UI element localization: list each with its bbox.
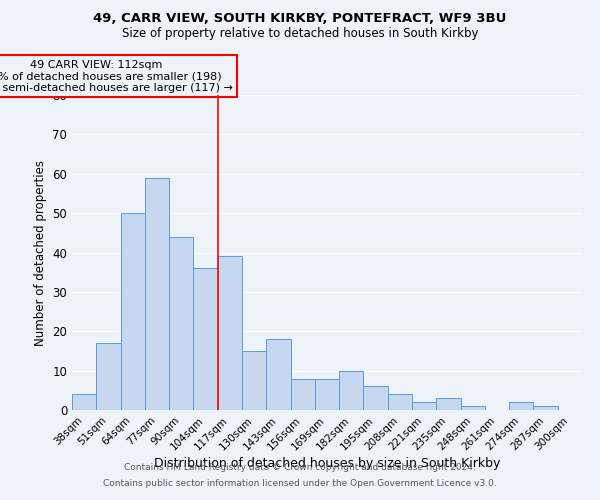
Text: 49 CARR VIEW: 112sqm
← 62% of detached houses are smaller (198)
37% of semi-deta: 49 CARR VIEW: 112sqm ← 62% of detached h… bbox=[0, 60, 233, 93]
Y-axis label: Number of detached properties: Number of detached properties bbox=[34, 160, 47, 346]
Text: 49, CARR VIEW, SOUTH KIRKBY, PONTEFRACT, WF9 3BU: 49, CARR VIEW, SOUTH KIRKBY, PONTEFRACT,… bbox=[94, 12, 506, 26]
Bar bbox=[412, 402, 436, 410]
Text: Contains public sector information licensed under the Open Government Licence v3: Contains public sector information licen… bbox=[103, 478, 497, 488]
Bar bbox=[509, 402, 533, 410]
Bar bbox=[339, 370, 364, 410]
Text: Contains HM Land Registry data © Crown copyright and database right 2024.: Contains HM Land Registry data © Crown c… bbox=[124, 464, 476, 472]
Bar bbox=[266, 339, 290, 410]
Text: Size of property relative to detached houses in South Kirkby: Size of property relative to detached ho… bbox=[122, 28, 478, 40]
Bar bbox=[436, 398, 461, 410]
Bar bbox=[364, 386, 388, 410]
Bar bbox=[96, 343, 121, 410]
Bar bbox=[290, 378, 315, 410]
Bar bbox=[193, 268, 218, 410]
Bar bbox=[461, 406, 485, 410]
X-axis label: Distribution of detached houses by size in South Kirkby: Distribution of detached houses by size … bbox=[154, 458, 500, 470]
Bar bbox=[388, 394, 412, 410]
Bar bbox=[533, 406, 558, 410]
Bar bbox=[218, 256, 242, 410]
Bar bbox=[242, 351, 266, 410]
Bar bbox=[315, 378, 339, 410]
Bar bbox=[121, 213, 145, 410]
Bar bbox=[72, 394, 96, 410]
Bar bbox=[145, 178, 169, 410]
Bar bbox=[169, 237, 193, 410]
